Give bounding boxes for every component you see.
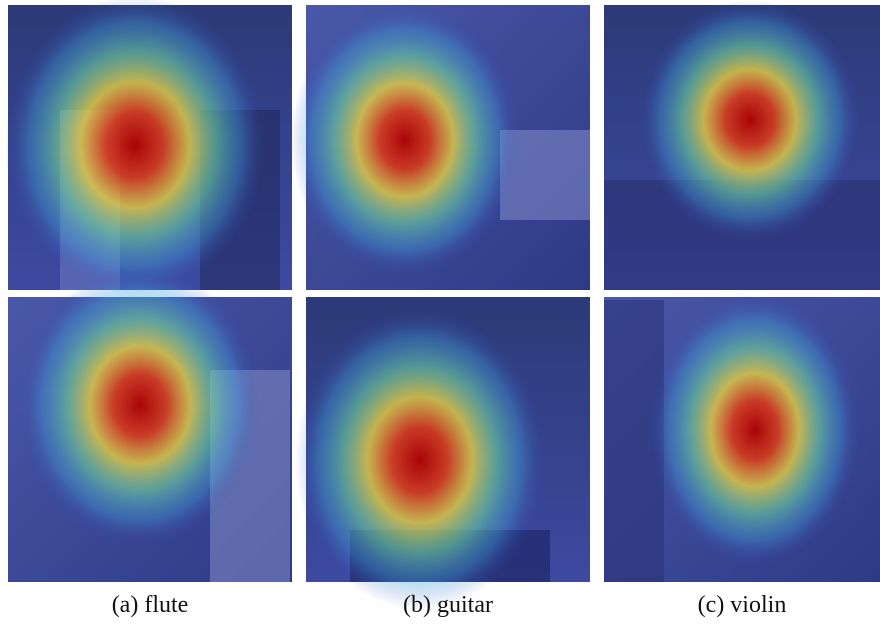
- caption: (b) guitar: [403, 592, 493, 618]
- panel-guitar-1: [290, 5, 590, 290]
- page: (a) flute (b) guitar (c) violin (() => {…: [0, 0, 880, 628]
- panel-flute-2: [8, 265, 292, 582]
- caption: (c) violin: [698, 592, 787, 618]
- panel-violin-2: [604, 295, 880, 582]
- figure: (a) flute (b) guitar (c) violin: [0, 0, 880, 628]
- panel-guitar-2: [295, 297, 590, 610]
- panel-violin-1: [604, 0, 880, 290]
- caption: (a) flute: [112, 592, 189, 618]
- panel-flute-1: [5, 0, 292, 295]
